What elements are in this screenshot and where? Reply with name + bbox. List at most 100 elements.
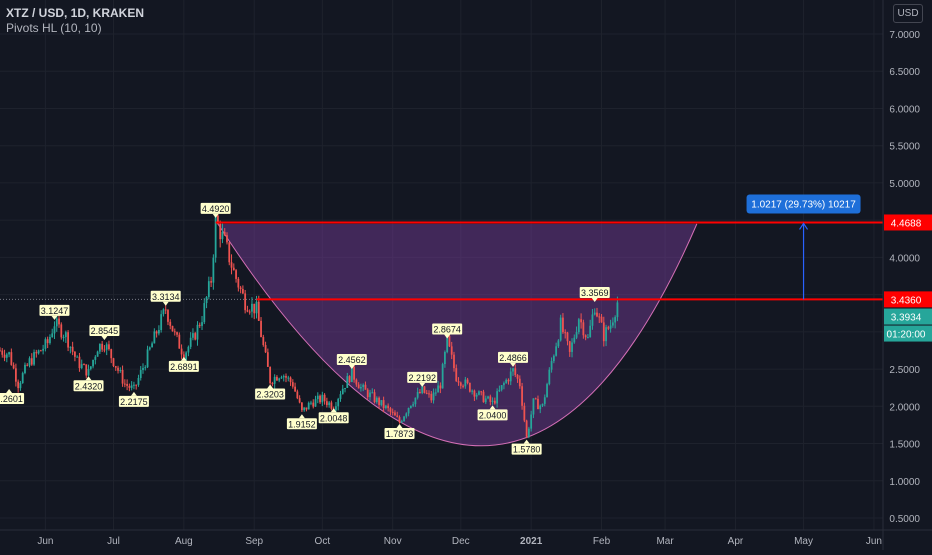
candle-body (241, 288, 244, 294)
pivot-label-text: 2.2192 (408, 373, 436, 383)
resistance-price-tag (884, 291, 932, 308)
candle-body (371, 392, 374, 394)
candle-body (51, 333, 54, 338)
candle-body (362, 384, 365, 388)
candle-body (419, 391, 421, 394)
y-tick-label: 1.0000 (889, 477, 920, 488)
candle-body (530, 414, 533, 429)
pivot-label-text: 3.1247 (41, 306, 69, 316)
y-tick-label: 2.0000 (889, 402, 920, 413)
pivot-label-text: 2.0400 (479, 410, 507, 420)
resistance-price-label: 3.4360 (891, 295, 922, 306)
pivot-label-text: 4.4920 (202, 204, 230, 214)
candle-body (30, 358, 33, 365)
pivot-label-pointer (444, 334, 451, 339)
countdown-tag (884, 325, 932, 342)
candle-body (514, 368, 517, 375)
candle-body (35, 352, 38, 354)
candle-body (577, 319, 580, 333)
candle-body (135, 384, 138, 386)
candle-body (403, 416, 405, 422)
candle-body (518, 378, 521, 387)
candle-body (373, 392, 376, 403)
candle-body (207, 281, 210, 297)
pivot-label-pointer (162, 301, 169, 306)
candle-body (357, 384, 360, 389)
candle-body (534, 398, 537, 400)
candle-body (337, 398, 340, 407)
candle-body (291, 382, 294, 387)
candle-body (314, 399, 317, 407)
candle-body (101, 343, 104, 350)
candle-body (151, 343, 153, 348)
candle-body (67, 332, 69, 348)
candle-body (257, 301, 260, 321)
candle-body (176, 332, 178, 335)
y-tick-label: 5.5000 (889, 142, 920, 153)
price-range-measure: 1.0217 (29.73%) 10217 (746, 194, 861, 300)
candle-body (310, 402, 312, 404)
resistance-price-tag (884, 214, 932, 231)
pivot-label-box (477, 409, 508, 421)
candle-body (117, 367, 119, 371)
candle-body (434, 392, 437, 394)
indicator-title[interactable]: Pivots HL (10, 10) (6, 21, 102, 35)
candle-body (319, 395, 321, 403)
candle-body (389, 408, 392, 412)
candle-body (600, 316, 603, 323)
candle-body (444, 352, 446, 365)
candle-body (503, 383, 505, 386)
candle-body (219, 223, 222, 240)
candle-body (559, 317, 562, 341)
currency-button[interactable]: USD (893, 4, 923, 23)
candle-body (58, 318, 60, 325)
candle-body (455, 368, 458, 382)
pivot-label-text: 2.3203 (256, 389, 284, 399)
candle-body (248, 311, 251, 313)
x-tick-label: Oct (315, 536, 331, 547)
candle-body (282, 376, 285, 378)
pivot-label-pointer (489, 405, 496, 410)
candle-body (325, 401, 328, 406)
measure-label-box (746, 194, 861, 214)
candle-body (244, 293, 247, 311)
candle-body (328, 402, 331, 406)
pivot-label-box (579, 287, 610, 299)
candle-body (387, 405, 390, 409)
pivot-label-box (511, 443, 542, 455)
candle-body (71, 346, 74, 352)
pivot-label-box (89, 325, 120, 337)
candle-body (28, 358, 31, 366)
candle-body (37, 350, 40, 354)
candle-body (139, 370, 142, 378)
candle-body (446, 335, 449, 353)
pivot-label-box (150, 290, 181, 302)
candle-body (246, 310, 249, 312)
candle-body (441, 364, 444, 389)
candle-body (584, 335, 587, 338)
pivot-label-box (498, 351, 529, 363)
candle-body (3, 354, 6, 358)
candle-body (162, 309, 165, 315)
candle-body (614, 317, 617, 323)
candle-body (185, 352, 188, 361)
pivot-label-text: 2.4866 (499, 353, 527, 363)
candle-body (571, 342, 573, 352)
candle-body (582, 322, 585, 336)
candle-body (537, 398, 539, 410)
candle-body (428, 393, 430, 395)
candle-body (425, 392, 428, 394)
candle-body (260, 320, 262, 338)
symbol-title[interactable]: XTZ / USD, 1D, KRAKEN (6, 6, 145, 20)
candle-body (266, 352, 269, 367)
candle-body (78, 356, 81, 369)
candle-body (80, 364, 83, 369)
measure-label-text: 1.0217 (29.73%) 10217 (751, 199, 856, 210)
candle-body (498, 389, 501, 392)
candle-body (344, 387, 346, 389)
pivot-label-text: 2.2601 (0, 394, 23, 404)
candle-body (196, 324, 199, 340)
